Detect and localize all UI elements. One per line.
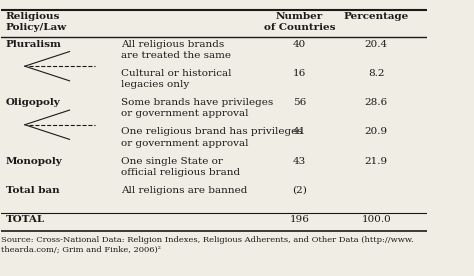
- Text: 8.2: 8.2: [368, 69, 384, 78]
- Text: Percentage: Percentage: [344, 12, 409, 21]
- Text: Source: Cross-National Data: Religion Indexes, Religious Adherents, and Other Da: Source: Cross-National Data: Religion In…: [1, 236, 414, 254]
- Text: Monopoly: Monopoly: [6, 157, 63, 166]
- Text: 40: 40: [293, 40, 306, 49]
- Text: Some brands have privileges
or government approval: Some brands have privileges or governmen…: [121, 98, 273, 118]
- Text: 41: 41: [293, 128, 306, 136]
- Text: (2): (2): [292, 186, 307, 195]
- Text: 20.9: 20.9: [365, 128, 388, 136]
- Text: Cultural or historical
legacies only: Cultural or historical legacies only: [121, 69, 231, 89]
- Text: 43: 43: [293, 157, 306, 166]
- Text: All religions are banned: All religions are banned: [121, 186, 247, 195]
- Text: All religious brands
are treated the same: All religious brands are treated the sam…: [121, 40, 231, 60]
- Text: 21.9: 21.9: [365, 157, 388, 166]
- Text: 28.6: 28.6: [365, 98, 388, 107]
- Text: Total ban: Total ban: [6, 186, 59, 195]
- Text: 16: 16: [293, 69, 306, 78]
- Text: Number
of Countries: Number of Countries: [264, 12, 335, 32]
- Text: 20.4: 20.4: [365, 40, 388, 49]
- Text: Pluralism: Pluralism: [6, 40, 62, 49]
- Text: Oligopoly: Oligopoly: [6, 98, 60, 107]
- Text: Religious
Policy/Law: Religious Policy/Law: [6, 12, 67, 32]
- Text: One single State or
official religious brand: One single State or official religious b…: [121, 157, 240, 177]
- Text: TOTAL: TOTAL: [6, 215, 45, 224]
- Text: 196: 196: [290, 215, 310, 224]
- Text: 100.0: 100.0: [361, 215, 391, 224]
- Text: 56: 56: [293, 98, 306, 107]
- Text: One religious brand has privileges
or government approval: One religious brand has privileges or go…: [121, 128, 302, 148]
